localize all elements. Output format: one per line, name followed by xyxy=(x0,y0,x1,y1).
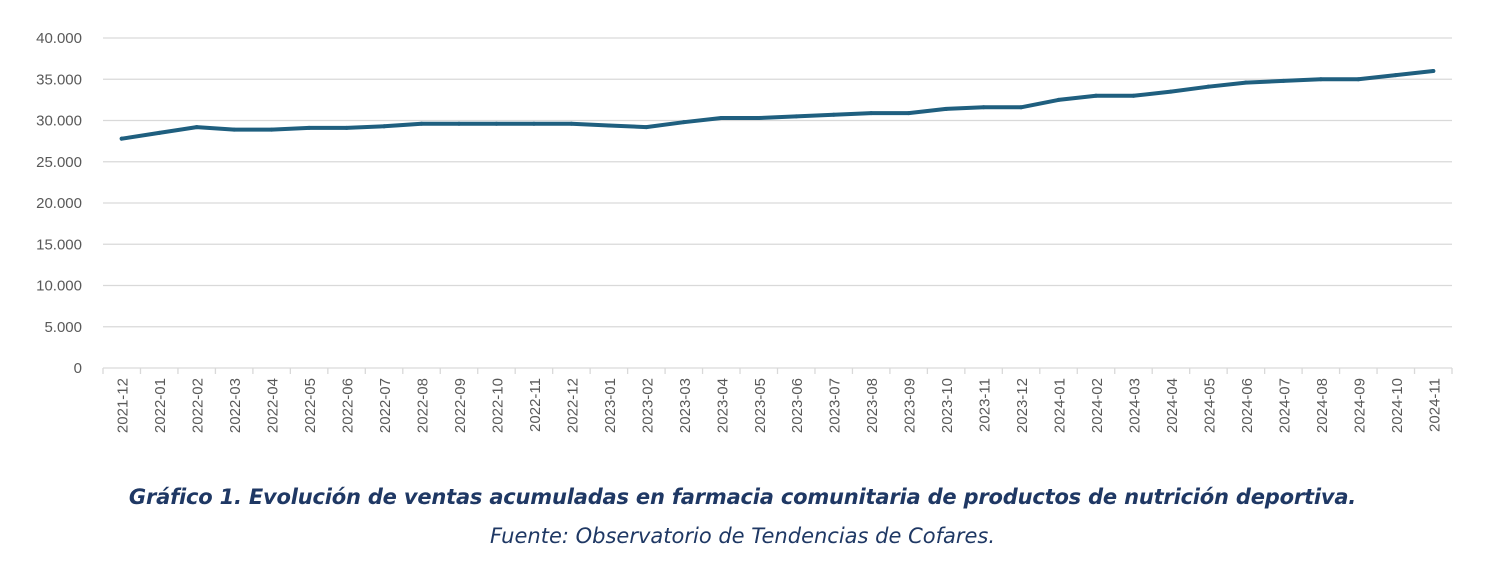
data-point xyxy=(531,121,536,126)
x-tick-label: 2022-01 xyxy=(152,378,169,433)
data-point xyxy=(1019,105,1024,110)
data-point xyxy=(756,116,761,121)
x-tick-label: 2023-11 xyxy=(977,378,994,432)
y-tick-label: 40.000 xyxy=(36,30,82,47)
data-point xyxy=(719,116,724,121)
x-tick-label: 2023-10 xyxy=(939,378,956,433)
data-point xyxy=(944,106,949,111)
x-tick-label: 2023-08 xyxy=(864,378,881,433)
y-tick-label: 35.000 xyxy=(36,71,82,88)
x-tick-label: 2022-09 xyxy=(452,378,469,433)
y-axis-ticks: 0 5.000 10.000 15.000 20.000 25.000 30.000 35.0… xyxy=(36,30,82,377)
data-point xyxy=(419,121,424,126)
x-tick-label: 2024-08 xyxy=(1314,378,1331,433)
y-tick-label: 5.000 xyxy=(44,319,82,336)
data-point xyxy=(869,111,874,116)
y-tick-label: 10.000 xyxy=(36,278,82,295)
data-point xyxy=(1056,97,1061,102)
x-tick-label: 2023-01 xyxy=(602,378,619,433)
x-tick-label: 2023-02 xyxy=(639,378,656,433)
x-tick-label: 2024-04 xyxy=(1164,378,1181,433)
data-point xyxy=(1168,89,1173,94)
x-tick-label: 2024-06 xyxy=(1239,378,1256,433)
x-tick-label: 2022-11 xyxy=(527,378,544,432)
series-line xyxy=(119,69,1436,141)
data-point xyxy=(232,127,237,132)
data-point xyxy=(1281,78,1286,83)
data-point xyxy=(606,123,611,128)
data-point xyxy=(194,125,199,130)
x-tick-label: 2021-12 xyxy=(115,378,132,433)
x-tick-label: 2024-02 xyxy=(1089,378,1106,433)
data-point xyxy=(1356,77,1361,82)
x-tick-label: 2022-02 xyxy=(190,378,207,433)
data-point xyxy=(1094,93,1099,98)
data-point xyxy=(344,125,349,130)
data-point xyxy=(906,111,911,116)
gridlines xyxy=(103,37,1452,369)
x-tick-label: 2023-12 xyxy=(1014,378,1031,433)
chart-caption-source: Fuente: Observatorio de Tendencias de Co… xyxy=(489,524,996,548)
data-point xyxy=(644,125,649,130)
data-point xyxy=(1393,73,1398,78)
series-layer xyxy=(119,69,1436,141)
x-tick-label: 2022-05 xyxy=(302,378,319,433)
data-point xyxy=(1431,69,1436,73)
data-point xyxy=(1131,93,1136,98)
y-tick-label: 25.000 xyxy=(36,154,82,171)
x-tick-label: 2024-10 xyxy=(1389,378,1406,433)
chart-caption-title: Gráfico 1. Evolución de ventas acumulada… xyxy=(128,485,1357,509)
y-tick-label: 30.000 xyxy=(36,113,82,130)
x-tick-label: 2024-07 xyxy=(1276,378,1293,433)
y-tick-label: 20.000 xyxy=(36,195,82,212)
data-point xyxy=(831,112,836,117)
x-tick-label: 2022-12 xyxy=(564,378,581,433)
x-tick-label: 2022-07 xyxy=(377,378,394,433)
data-point xyxy=(456,121,461,126)
x-tick-label: 2023-07 xyxy=(827,378,844,433)
data-point xyxy=(119,136,124,141)
data-point xyxy=(1318,77,1323,82)
x-tick-label: 2023-04 xyxy=(714,378,731,433)
data-point xyxy=(494,121,499,126)
x-tick-label: 2024-05 xyxy=(1201,378,1218,433)
data-point xyxy=(981,105,986,110)
line-chart: 0 5.000 10.000 15.000 20.000 25.000 30.000 35.0… xyxy=(36,30,1453,433)
data-point xyxy=(157,130,162,135)
x-tick-label: 2023-03 xyxy=(677,378,694,433)
x-tick-label: 2022-03 xyxy=(227,378,244,433)
x-tick-label: 2023-06 xyxy=(789,378,806,433)
x-tick-label: 2022-06 xyxy=(340,378,357,433)
x-tick-label: 2024-01 xyxy=(1052,378,1069,433)
x-tick-label: 2022-10 xyxy=(489,378,506,433)
x-axis-ticks: 2021-12 2022-01 2022-02 2022-03 2022-04 2022-… xyxy=(102,368,1453,433)
data-point xyxy=(307,125,312,130)
y-tick-label: 0 xyxy=(74,360,82,377)
data-point xyxy=(681,120,686,125)
data-point xyxy=(1243,80,1248,85)
x-tick-label: 2024-11 xyxy=(1426,378,1443,432)
data-point xyxy=(569,121,574,126)
x-tick-label: 2023-05 xyxy=(752,378,769,433)
x-tick-label: 2022-04 xyxy=(265,378,282,433)
data-point xyxy=(269,127,274,132)
data-point xyxy=(382,124,387,129)
x-tick-label: 2024-03 xyxy=(1126,378,1143,433)
y-tick-label: 15.000 xyxy=(36,236,82,253)
x-tick-label: 2022-08 xyxy=(415,378,432,433)
data-point xyxy=(1206,84,1211,89)
x-tick-label: 2024-09 xyxy=(1351,378,1368,433)
data-point xyxy=(794,114,799,119)
x-tick-label: 2023-09 xyxy=(902,378,919,433)
